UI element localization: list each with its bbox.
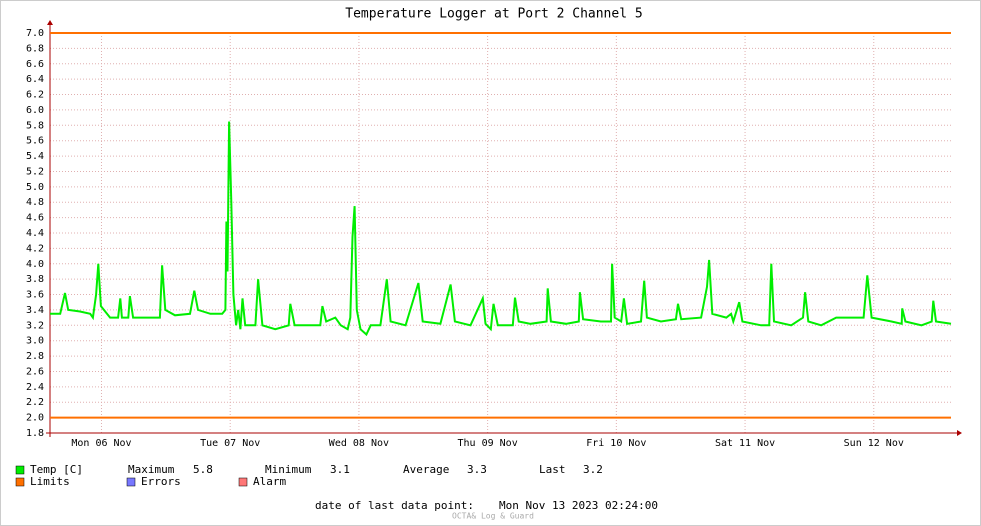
- legend-swatch: [15, 477, 25, 487]
- y-tick-label: 1.8: [26, 428, 44, 439]
- x-tick-label: Mon 06 Nov: [71, 438, 131, 449]
- y-tick-label: 6.6: [26, 59, 44, 70]
- y-tick-label: 2.0: [26, 413, 44, 424]
- y-tick-label: 5.0: [26, 182, 44, 193]
- y-tick-label: 4.6: [26, 213, 44, 224]
- footer-date: Mon Nov 13 2023 02:24:00: [499, 499, 658, 512]
- x-tick-label: Wed 08 Nov: [329, 438, 389, 449]
- y-tick-label: 5.2: [26, 166, 44, 177]
- y-tick-label: 4.4: [26, 228, 44, 239]
- y-tick-label: 2.8: [26, 351, 44, 362]
- stat-value: 3.1: [330, 463, 350, 476]
- legend-label: Limits: [30, 475, 70, 488]
- y-tick-label: 3.8: [26, 274, 44, 285]
- y-tick-label: 6.8: [26, 43, 44, 54]
- y-tick-label: 5.8: [26, 120, 44, 131]
- y-tick-label: 3.4: [26, 305, 44, 316]
- stat-label: Average: [403, 463, 449, 476]
- stat-label: Last: [539, 463, 566, 476]
- stat-label: Maximum: [128, 463, 175, 476]
- legend-swatch: [126, 477, 136, 487]
- y-tick-label: 6.0: [26, 105, 44, 116]
- x-tick-label: Tue 07 Nov: [200, 438, 260, 449]
- axis-arrow: [47, 20, 53, 25]
- y-tick-label: 5.6: [26, 136, 44, 147]
- stat-value: 3.3: [467, 463, 487, 476]
- x-tick-label: Fri 10 Nov: [586, 438, 646, 449]
- legend-swatch: [238, 477, 248, 487]
- x-tick-label: Sun 12 Nov: [844, 438, 904, 449]
- chart-title: Temperature Logger at Port 2 Channel 5: [345, 7, 642, 22]
- y-tick-label: 5.4: [26, 151, 44, 162]
- stat-value: 3.2: [583, 463, 603, 476]
- y-tick-label: 2.2: [26, 397, 44, 408]
- x-tick-label: Thu 09 Nov: [458, 438, 518, 449]
- legend-label: Temp [C]: [30, 463, 83, 476]
- stat-value: 5.8: [193, 463, 213, 476]
- y-tick-label: 3.0: [26, 336, 44, 347]
- y-tick-label: 2.6: [26, 366, 44, 377]
- y-tick-label: 6.4: [26, 74, 44, 85]
- data-line: [50, 121, 952, 337]
- legend-swatch: [15, 465, 25, 475]
- credit: OCTA& Log & Guard: [452, 512, 534, 521]
- legend-label: Alarm: [253, 475, 286, 488]
- y-tick-label: 3.2: [26, 320, 44, 331]
- y-tick-label: 4.2: [26, 243, 44, 254]
- y-tick-label: 7.0: [26, 28, 44, 39]
- axis-arrow: [957, 430, 962, 436]
- legend-label: Errors: [141, 475, 181, 488]
- y-tick-label: 4.0: [26, 259, 44, 270]
- x-tick-label: Sat 11 Nov: [715, 438, 775, 449]
- y-tick-label: 6.2: [26, 90, 44, 101]
- stat-label: Minimum: [265, 463, 312, 476]
- y-tick-label: 3.6: [26, 290, 44, 301]
- footer-label: date of last data point:: [315, 499, 474, 512]
- y-tick-label: 2.4: [26, 382, 44, 393]
- y-tick-label: 4.8: [26, 197, 44, 208]
